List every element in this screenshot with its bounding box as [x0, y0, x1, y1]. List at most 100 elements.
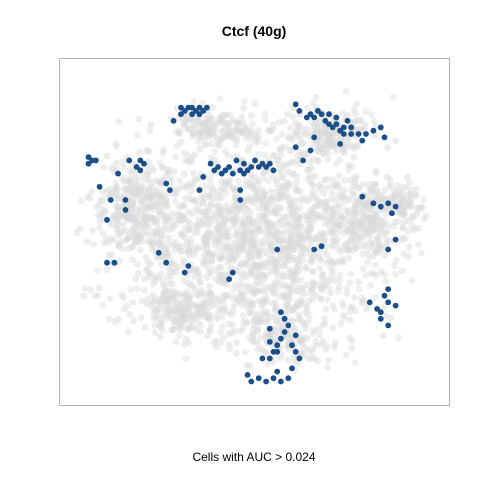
background-cell-point — [163, 273, 171, 281]
background-cell-point — [235, 244, 243, 252]
background-cell-point — [294, 287, 301, 295]
background-cell-point — [287, 284, 295, 292]
background-cell-point — [163, 251, 170, 258]
background-cell-point — [281, 144, 289, 151]
background-cell-point — [198, 299, 206, 307]
background-cell-point — [289, 112, 296, 120]
background-cell-point — [132, 225, 140, 233]
background-cell-point — [226, 111, 234, 118]
highlighted-cell-point — [259, 355, 266, 362]
background-cell-point — [305, 234, 313, 242]
background-cell-point — [110, 236, 118, 244]
background-cell-point — [218, 118, 226, 125]
background-cell-point — [146, 270, 154, 278]
background-cell-point — [180, 202, 188, 210]
background-cell-point — [392, 137, 400, 145]
background-cell-point — [254, 326, 262, 334]
background-cell-point — [372, 169, 380, 177]
background-cell-point — [354, 125, 361, 133]
background-cell-point — [171, 191, 179, 199]
background-cell-point — [127, 183, 135, 191]
background-cell-point — [358, 299, 366, 307]
background-cell-point — [303, 281, 310, 289]
background-cell-point — [135, 115, 143, 123]
background-cell-point — [299, 257, 307, 264]
background-cell-point — [292, 132, 299, 139]
background-cell-point — [309, 295, 316, 303]
highlighted-cell-point — [337, 141, 343, 147]
background-cell-point — [133, 212, 141, 220]
background-cell-point — [318, 213, 325, 221]
background-cell-point — [165, 301, 172, 308]
background-cell-point — [149, 191, 156, 199]
highlighted-cell-point — [296, 108, 303, 114]
background-cell-point — [136, 186, 143, 194]
background-cell-point — [181, 340, 189, 348]
background-cell-point — [379, 196, 386, 204]
background-cell-point — [218, 194, 226, 201]
background-cell-point — [210, 122, 218, 130]
background-cell-point — [149, 292, 156, 299]
background-cell-point — [263, 204, 271, 212]
highlighted-cell-point — [85, 154, 92, 161]
background-cell-point — [397, 195, 405, 203]
background-cell-point — [338, 214, 346, 222]
background-cell-point — [248, 337, 256, 345]
background-cell-point — [131, 238, 139, 246]
background-cell-point — [323, 125, 330, 133]
background-cell-point — [211, 125, 219, 133]
background-cell-point — [180, 182, 187, 190]
background-cell-point — [260, 190, 268, 198]
background-cell-point — [294, 186, 302, 194]
background-cell-point — [413, 185, 420, 193]
background-cell-point — [331, 183, 339, 190]
highlighted-cell-point — [115, 170, 121, 177]
background-cell-point — [251, 316, 259, 323]
background-cell-point — [296, 135, 304, 143]
background-cell-point — [278, 131, 286, 138]
background-cell-point — [152, 273, 160, 280]
background-cell-point — [246, 213, 253, 221]
background-cell-point — [146, 187, 154, 195]
background-cell-point — [325, 142, 333, 149]
background-cell-point — [204, 257, 212, 265]
highlighted-cell-point — [377, 124, 384, 131]
background-cell-point — [176, 323, 184, 331]
background-cell-point — [153, 254, 161, 261]
background-cell-point — [370, 207, 378, 215]
background-cell-point — [190, 98, 198, 105]
background-cell-point — [140, 214, 148, 221]
background-cell-point — [92, 203, 100, 211]
background-cell-point — [311, 252, 319, 260]
background-cell-point — [224, 235, 232, 243]
background-cell-point — [157, 320, 165, 327]
background-cell-point — [227, 207, 235, 215]
background-cell-point — [316, 255, 323, 263]
highlighted-cell-point — [196, 187, 203, 194]
background-cell-point — [295, 214, 303, 222]
background-cell-point — [298, 223, 306, 231]
background-cell-point — [249, 120, 256, 128]
background-cell-point — [183, 294, 191, 301]
background-cell-point — [327, 289, 335, 297]
background-cell-point — [233, 339, 240, 347]
background-cell-point — [259, 272, 267, 280]
highlighted-cells-layer — [85, 101, 399, 385]
background-cell-point — [272, 236, 280, 244]
background-cell-point — [339, 259, 347, 266]
background-cell-point — [245, 215, 252, 223]
background-cell-point — [307, 118, 315, 126]
background-cell-point — [145, 205, 153, 212]
background-cell-point — [369, 253, 377, 260]
background-cell-point — [186, 306, 194, 314]
background-cell-point — [317, 127, 325, 135]
background-cell-point — [171, 321, 179, 328]
background-cell-point — [232, 216, 240, 224]
background-cell-point — [280, 257, 288, 265]
background-cell-point — [380, 218, 388, 225]
background-cell-point — [139, 198, 147, 206]
background-cell-point — [122, 186, 130, 193]
background-cell-point — [215, 226, 223, 234]
background-cell-point — [150, 305, 158, 313]
background-cell-point — [162, 290, 170, 297]
